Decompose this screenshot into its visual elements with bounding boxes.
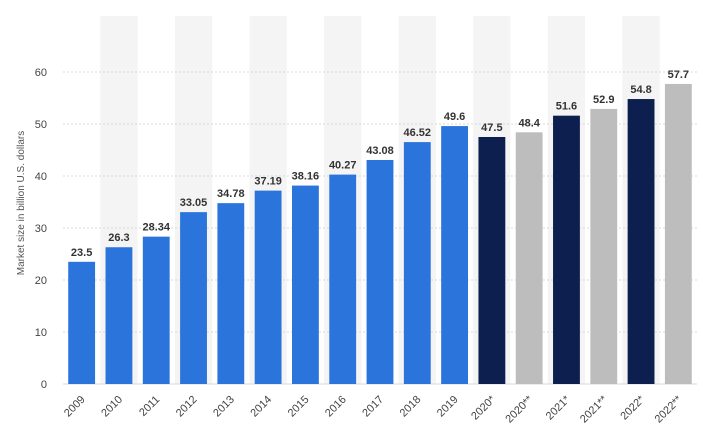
y-tick-label: 0 (41, 379, 47, 391)
x-tick-label: 2021* (544, 393, 573, 422)
x-tick-label: 2015 (286, 394, 312, 420)
bars-group (68, 83, 692, 385)
x-tick-label: 2012 (174, 394, 200, 420)
bar (180, 212, 207, 384)
x-tick-label: 2020** (503, 393, 535, 425)
x-tick-label: 2018 (398, 394, 424, 420)
y-tick-label: 60 (35, 67, 47, 79)
y-tick-label: 10 (35, 327, 47, 339)
y-tick-label: 50 (35, 119, 47, 131)
x-tick-label: 2013 (211, 394, 237, 420)
x-tick-label: 2021** (578, 393, 610, 425)
y-tick-label: 30 (35, 223, 47, 235)
bar (478, 137, 506, 384)
bar (664, 83, 692, 385)
bar (627, 99, 655, 384)
bar (553, 115, 580, 385)
x-tick-label: 2019 (435, 394, 461, 420)
x-tick-label: 2020* (469, 393, 498, 422)
bar (329, 174, 357, 384)
bar (590, 108, 618, 385)
y-axis-title: Market size in billion U.S. dollars (16, 131, 27, 276)
value-label: 57.7 (668, 69, 689, 81)
bar (291, 185, 319, 384)
value-label: 26.3 (108, 232, 129, 244)
y-axis-ticks: 0 10 20 30 40 50 60 (35, 67, 47, 391)
value-label: 49.6 (444, 111, 465, 123)
bar (366, 159, 394, 384)
value-label: 46.52 (404, 127, 432, 139)
value-label: 47.5 (481, 122, 502, 134)
x-tick-label: 2011 (137, 394, 162, 419)
value-label: 33.05 (180, 197, 208, 209)
value-label: 52.9 (593, 94, 614, 106)
value-label: 37.19 (254, 176, 282, 188)
x-tick-label: 2022** (653, 393, 685, 425)
value-label: 51.6 (556, 101, 577, 113)
value-label: 34.78 (217, 188, 245, 200)
value-label: 28.34 (142, 222, 170, 234)
y-tick-label: 40 (35, 171, 47, 183)
bar (105, 247, 133, 384)
bar (254, 190, 282, 384)
x-tick-label: 2016 (323, 394, 349, 420)
bar (515, 132, 543, 384)
value-label: 23.5 (71, 247, 92, 259)
value-label: 38.16 (292, 171, 320, 183)
value-label: 54.8 (630, 84, 651, 96)
x-tick-label: 2014 (248, 394, 274, 420)
bar (441, 126, 469, 384)
value-label: 40.27 (329, 160, 357, 172)
x-tick-label: 2009 (62, 394, 88, 420)
x-tick-label: 2017 (360, 394, 386, 420)
value-labels: 23.5 26.3 28.34 33.05 34.78 37.19 38.16 40.27 43… (71, 69, 689, 259)
value-label: 48.4 (518, 117, 540, 129)
y-tick-label: 20 (35, 275, 47, 287)
bar (68, 261, 96, 384)
x-tick-label: 2010 (99, 394, 125, 420)
value-label: 43.08 (366, 145, 394, 157)
x-tick-label: 2022* (618, 393, 647, 422)
x-axis-ticks: 2009 2010 2011 2012 2013 2014 2015 2016 2017 2018… (62, 393, 685, 425)
bar (217, 203, 245, 384)
bar (142, 236, 170, 384)
bar (403, 142, 431, 384)
